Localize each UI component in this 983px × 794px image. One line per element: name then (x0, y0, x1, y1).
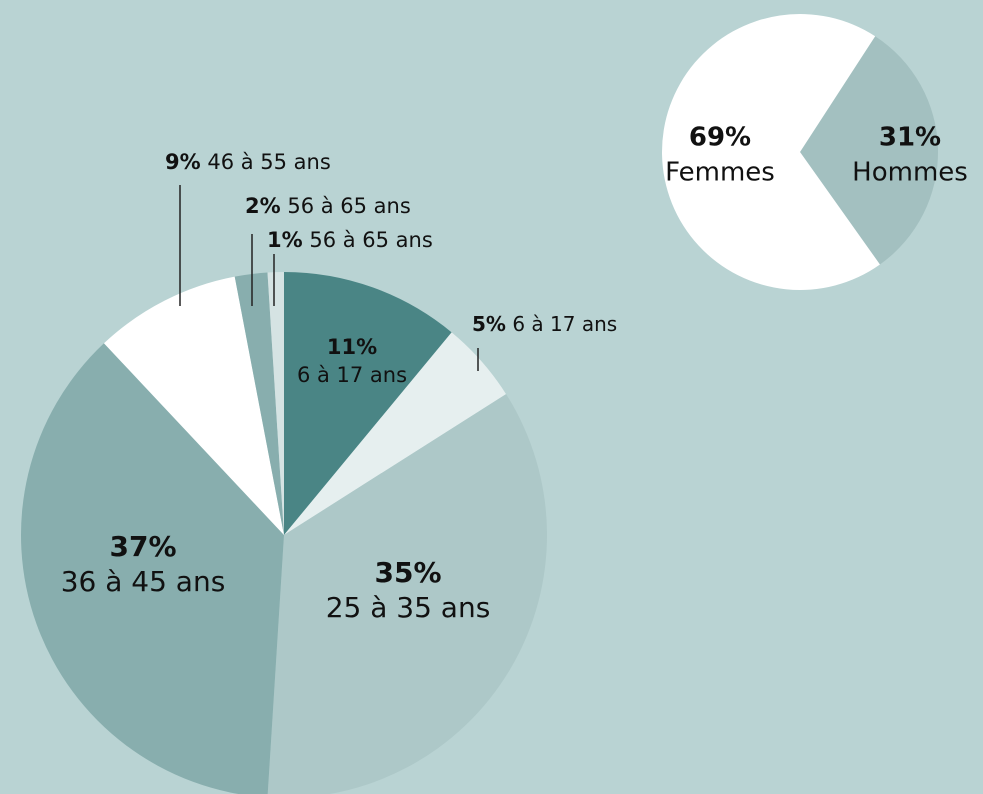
slice-label: 6 à 17 ans (512, 312, 617, 336)
pie-slice (267, 394, 547, 794)
pie-slice (800, 36, 938, 265)
slice-annotation: 2% 56 à 65 ans (245, 194, 411, 218)
pie-slice (267, 272, 284, 535)
slice-percent: 35% (374, 556, 441, 589)
slice-annotation: 1% 56 à 65 ans (267, 228, 433, 252)
slice-label: Hommes (852, 158, 968, 188)
slice-label: Femmes (665, 158, 775, 188)
slice-label: 36 à 45 ans (61, 565, 226, 598)
pie-slice (662, 13, 880, 291)
slice-percent: 5% (472, 312, 506, 336)
slice-label: 56 à 65 ans (309, 228, 432, 252)
pie-slice (284, 272, 452, 535)
pie-slice (284, 332, 507, 535)
slice-percent: 69% (689, 123, 751, 153)
slice-percent: 2% (245, 194, 281, 218)
slice-label: 6 à 17 ans (297, 363, 407, 387)
slice-label: 46 à 55 ans (207, 150, 330, 174)
slice-percent: 31% (879, 123, 941, 153)
slice-annotation: 5% 6 à 17 ans (472, 312, 617, 336)
slice-label: 56 à 65 ans (287, 194, 410, 218)
slice-annotation: 9% 46 à 55 ans (165, 150, 331, 174)
slice-percent: 11% (327, 335, 377, 359)
slice-percent: 9% (165, 150, 201, 174)
slice-label: 25 à 35 ans (326, 591, 491, 624)
pie-slice (21, 343, 284, 794)
slice-percent: 1% (267, 228, 303, 252)
slice-percent: 37% (109, 530, 176, 563)
pie-slice (103, 276, 284, 535)
pie-slice (234, 272, 284, 535)
